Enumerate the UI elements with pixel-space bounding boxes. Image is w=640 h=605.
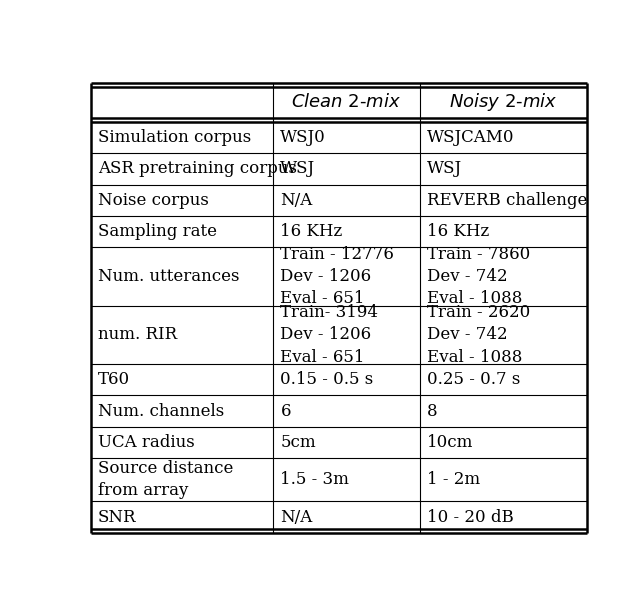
Text: WSJ: WSJ (280, 160, 316, 177)
Text: 6: 6 (280, 403, 291, 420)
Text: Train- 3194
Dev - 1206
Eval - 651: Train- 3194 Dev - 1206 Eval - 651 (280, 304, 378, 365)
Text: $\mathit{Noisy\ 2\text{-}mix}$: $\mathit{Noisy\ 2\text{-}mix}$ (449, 91, 557, 113)
Text: $\mathit{Clean\ 2\text{-}mix}$: $\mathit{Clean\ 2\text{-}mix}$ (291, 93, 402, 111)
Text: Train - 2620
Dev - 742
Eval - 1088: Train - 2620 Dev - 742 Eval - 1088 (427, 304, 530, 365)
Text: Train - 7860
Dev - 742
Eval - 1088: Train - 7860 Dev - 742 Eval - 1088 (427, 246, 530, 307)
Text: UCA radius: UCA radius (98, 434, 195, 451)
Text: 1 - 2m: 1 - 2m (427, 471, 480, 488)
Text: Num. utterances: Num. utterances (98, 268, 239, 285)
Text: SNR: SNR (98, 509, 136, 526)
Text: REVERB challenge: REVERB challenge (427, 192, 587, 209)
Text: 16 KHz: 16 KHz (280, 223, 342, 240)
Text: N/A: N/A (280, 509, 312, 526)
Text: 1.5 - 3m: 1.5 - 3m (280, 471, 349, 488)
Text: T60: T60 (98, 371, 130, 388)
Text: Num. channels: Num. channels (98, 403, 224, 420)
Text: WSJ: WSJ (427, 160, 462, 177)
Text: num. RIR: num. RIR (98, 327, 177, 344)
Text: Train - 12776
Dev - 1206
Eval - 651: Train - 12776 Dev - 1206 Eval - 651 (280, 246, 394, 307)
Text: Simulation corpus: Simulation corpus (98, 129, 251, 146)
Text: ASR pretraining corpus: ASR pretraining corpus (98, 160, 297, 177)
Text: 5cm: 5cm (280, 434, 316, 451)
Text: N/A: N/A (280, 192, 312, 209)
Text: 0.25 - 0.7 s: 0.25 - 0.7 s (427, 371, 520, 388)
Text: 0.15 - 0.5 s: 0.15 - 0.5 s (280, 371, 374, 388)
Text: 16 KHz: 16 KHz (427, 223, 489, 240)
Text: WSJ0: WSJ0 (280, 129, 326, 146)
Text: Sampling rate: Sampling rate (98, 223, 217, 240)
Text: 10 - 20 dB: 10 - 20 dB (427, 509, 513, 526)
Text: 10cm: 10cm (427, 434, 473, 451)
Text: Noise corpus: Noise corpus (98, 192, 209, 209)
Text: 8: 8 (427, 403, 437, 420)
Text: WSJCAM0: WSJCAM0 (427, 129, 514, 146)
Text: Source distance
from array: Source distance from array (98, 460, 233, 500)
